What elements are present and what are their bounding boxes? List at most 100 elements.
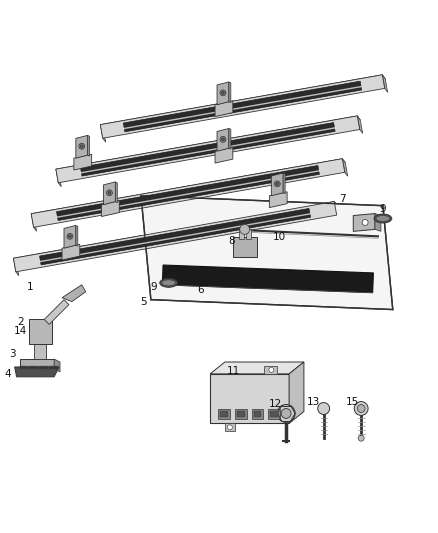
Bar bbox=[246, 229, 251, 239]
Bar bbox=[251, 409, 263, 419]
Circle shape bbox=[357, 405, 365, 413]
Text: 5: 5 bbox=[141, 297, 147, 306]
Ellipse shape bbox=[160, 278, 177, 287]
Polygon shape bbox=[14, 201, 337, 272]
Polygon shape bbox=[54, 359, 60, 372]
Bar bbox=[220, 411, 228, 417]
Text: 10: 10 bbox=[273, 232, 286, 243]
Polygon shape bbox=[229, 128, 231, 149]
Polygon shape bbox=[217, 128, 229, 151]
Circle shape bbox=[358, 435, 364, 441]
Polygon shape bbox=[31, 214, 36, 231]
Polygon shape bbox=[56, 116, 360, 173]
Polygon shape bbox=[215, 147, 233, 163]
Circle shape bbox=[277, 405, 295, 422]
Circle shape bbox=[240, 224, 250, 235]
Circle shape bbox=[354, 401, 368, 415]
Bar bbox=[235, 409, 247, 419]
Text: 12: 12 bbox=[268, 399, 282, 409]
Circle shape bbox=[274, 181, 280, 187]
Polygon shape bbox=[20, 359, 54, 369]
Bar bbox=[268, 409, 280, 419]
Polygon shape bbox=[57, 165, 319, 221]
Polygon shape bbox=[39, 208, 311, 265]
Circle shape bbox=[79, 143, 85, 149]
Bar bbox=[233, 237, 257, 257]
Circle shape bbox=[106, 190, 113, 196]
Text: 11: 11 bbox=[227, 366, 240, 376]
Circle shape bbox=[227, 425, 232, 430]
Polygon shape bbox=[103, 182, 115, 205]
Bar bbox=[239, 229, 244, 239]
Text: 4: 4 bbox=[4, 369, 11, 379]
Polygon shape bbox=[269, 192, 287, 208]
Text: 2: 2 bbox=[17, 318, 24, 327]
Polygon shape bbox=[14, 201, 337, 262]
Polygon shape bbox=[62, 244, 80, 260]
Polygon shape bbox=[334, 201, 339, 219]
Ellipse shape bbox=[162, 280, 176, 286]
Polygon shape bbox=[31, 159, 345, 227]
Circle shape bbox=[222, 91, 224, 94]
Bar bbox=[218, 409, 230, 419]
Text: 9: 9 bbox=[380, 204, 386, 214]
Circle shape bbox=[362, 220, 368, 225]
Polygon shape bbox=[56, 116, 360, 183]
Polygon shape bbox=[100, 75, 385, 138]
Polygon shape bbox=[217, 82, 229, 104]
Polygon shape bbox=[44, 300, 69, 325]
Circle shape bbox=[220, 90, 226, 96]
Polygon shape bbox=[229, 82, 231, 103]
Polygon shape bbox=[225, 423, 235, 431]
Bar bbox=[270, 411, 278, 417]
Bar bbox=[254, 411, 261, 417]
Circle shape bbox=[67, 233, 73, 239]
Polygon shape bbox=[14, 367, 59, 377]
Text: 7: 7 bbox=[339, 193, 346, 204]
Polygon shape bbox=[29, 319, 52, 344]
Polygon shape bbox=[343, 159, 348, 176]
Polygon shape bbox=[14, 258, 19, 276]
Text: 1: 1 bbox=[27, 282, 34, 292]
Polygon shape bbox=[34, 344, 46, 359]
Polygon shape bbox=[64, 225, 76, 248]
Ellipse shape bbox=[376, 215, 390, 222]
Polygon shape bbox=[382, 75, 388, 92]
Text: 14: 14 bbox=[14, 326, 27, 336]
Polygon shape bbox=[88, 135, 90, 156]
Polygon shape bbox=[353, 214, 375, 231]
Circle shape bbox=[281, 408, 291, 418]
Polygon shape bbox=[81, 123, 335, 176]
Polygon shape bbox=[76, 225, 78, 246]
Polygon shape bbox=[100, 125, 106, 142]
Circle shape bbox=[220, 136, 226, 142]
Circle shape bbox=[318, 402, 329, 415]
Bar bbox=[210, 374, 289, 423]
Circle shape bbox=[108, 191, 111, 194]
Text: 13: 13 bbox=[307, 397, 321, 407]
Circle shape bbox=[80, 145, 83, 148]
Polygon shape bbox=[265, 366, 277, 374]
Bar bbox=[237, 411, 245, 417]
Polygon shape bbox=[283, 173, 285, 194]
Polygon shape bbox=[102, 201, 119, 216]
Polygon shape bbox=[74, 154, 92, 170]
Text: 8: 8 bbox=[229, 236, 235, 246]
Circle shape bbox=[269, 367, 274, 373]
Polygon shape bbox=[375, 214, 381, 231]
Polygon shape bbox=[210, 362, 304, 374]
Text: 9: 9 bbox=[151, 282, 157, 292]
Polygon shape bbox=[141, 196, 393, 310]
Polygon shape bbox=[162, 265, 373, 293]
Polygon shape bbox=[62, 285, 86, 302]
Ellipse shape bbox=[374, 214, 392, 223]
Polygon shape bbox=[215, 101, 233, 117]
Circle shape bbox=[276, 182, 279, 185]
Polygon shape bbox=[115, 182, 117, 203]
Polygon shape bbox=[357, 116, 363, 133]
Circle shape bbox=[68, 235, 71, 238]
Text: 6: 6 bbox=[197, 285, 204, 295]
Text: 15: 15 bbox=[346, 397, 359, 407]
Text: 3: 3 bbox=[9, 349, 16, 359]
Polygon shape bbox=[123, 81, 362, 132]
